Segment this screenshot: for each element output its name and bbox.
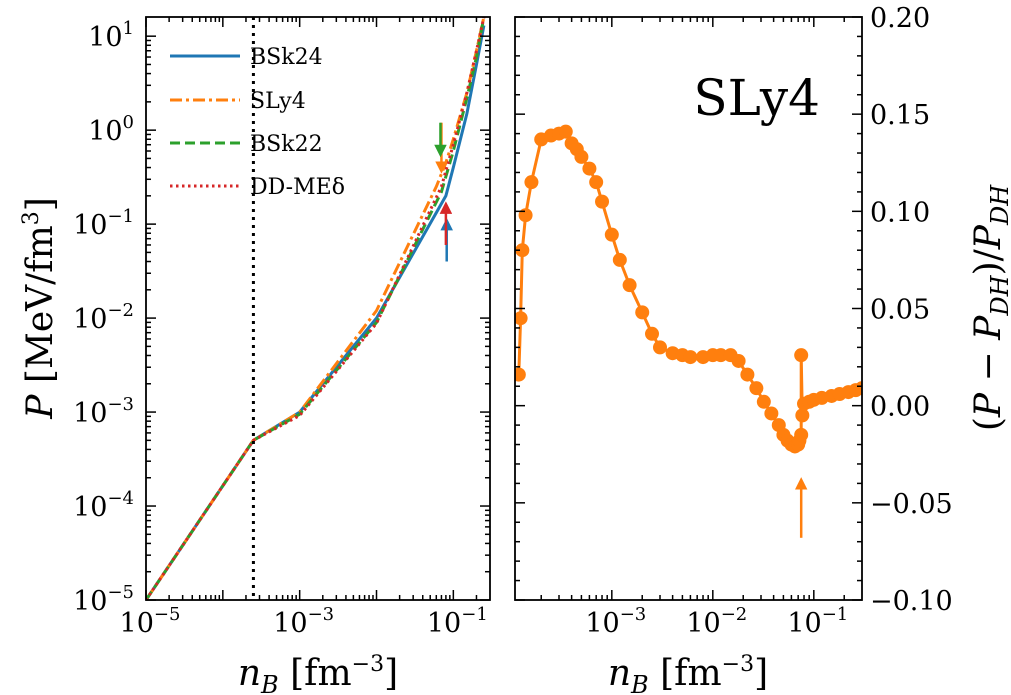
series-line-1 [146,17,486,600]
right-y-tick-label: 0.00 [870,392,930,423]
sly4-deviation-point [595,194,610,209]
left-series-lines [146,17,486,600]
legend: BSk24 SLy4 BSk22 DD-MEδ [170,45,345,200]
left-y-axis-label: P [MeV/fm3] [19,197,61,420]
sly4-deviation-point [756,394,771,409]
right-y-axis-label: (P − PDH)/PDH [968,184,1011,431]
left-y-tick-label: 10−3 [73,394,134,429]
right-series [515,124,862,454]
sly4-deviation-point [635,305,650,320]
right-ticks: 10−3 10−2 10−1 0.20 0.15 0.10 0.05 0.00 −0.05 −0.… [515,3,953,639]
right-y-tick-label: −0.10 [870,586,953,617]
sly4-deviation-point [764,406,779,421]
right-y-tick-label: 0.15 [870,100,930,131]
sly4-deviation-point [612,252,627,267]
left-ticks: 10−5 10−3 10−1 10−5 10−4 10−3 10−2 10−1 100 101 [73,17,490,639]
left-y-tick-label: 10−5 [73,582,134,617]
left-y-tick-label: 10−1 [73,206,134,241]
sly4-deviation-point [794,427,809,442]
sly4-deviation-point [515,243,530,258]
right-x-tick-label: 10−3 [585,604,646,639]
right-x-tick-label: 10−1 [787,604,848,639]
right-panel: 10−3 10−2 10−1 0.20 0.15 0.10 0.05 0.00 −0.05 −0.… [514,3,1011,695]
sly4-deviation-point [794,348,809,363]
sly4-deviation-point [515,367,526,382]
legend-label-bsk22: BSk22 [250,132,323,157]
sly4-deviation-point [582,161,597,176]
left-x-axis-label: nB [fm−3] [238,652,398,695]
sly4-deviation-point [713,348,728,363]
legend-label-bsk24: BSk24 [250,45,323,70]
sly4-deviation-point [795,408,810,423]
sly4-deviation-point [574,149,589,164]
series-line-0 [146,25,486,600]
left-x-tick-label: 10−1 [427,604,488,639]
left-y-tick-label: 10−2 [73,300,134,335]
left-y-tick-label: 100 [88,112,134,147]
legend-label-sly4: SLy4 [250,89,306,114]
sly4-deviation-point [740,367,755,382]
sly4-deviation-point [645,326,660,341]
sly4-deviation-point [524,175,539,190]
right-y-tick-label: −0.05 [870,489,953,520]
right-y-tick-label: 0.05 [870,295,930,326]
sly4-deviation-point [683,350,698,365]
sly4-deviation-point [653,340,668,355]
left-x-tick-label: 10−3 [273,604,334,639]
left-y-tick-label: 101 [88,18,134,53]
right-x-axis-label: nB [fm−3] [608,652,768,695]
sly4-deviation-point [518,208,533,223]
right-panel-title: SLy4 [693,69,820,127]
sly4-deviation-point [515,311,528,326]
right-axes-frame [514,16,863,601]
left-axes-frame [145,16,491,601]
left-x-tick-label: 10−5 [120,604,181,639]
legend-label-ddme: DD-MEδ [250,175,345,200]
sly4-deviation-point [622,278,637,293]
left-y-tick-label: 10−4 [73,488,134,523]
right-y-tick-label: 0.10 [870,197,930,228]
right-x-tick-label: 10−2 [686,604,747,639]
left-arrows [434,122,453,262]
sly4-deviation-point [731,353,746,368]
series-line-3 [146,17,486,600]
sly4-deviation-point [589,175,604,190]
left-panel: 10−5 10−3 10−1 10−5 10−4 10−3 10−2 10−1 100 101 B… [19,16,491,695]
series-line-2 [146,17,486,600]
sly4-deviation-point [558,124,573,139]
sly4-deviation-point [749,381,764,396]
sly4-deviation-point [855,381,862,396]
right-y-tick-label: 0.20 [870,3,930,34]
sly4-deviation-point [604,227,619,242]
